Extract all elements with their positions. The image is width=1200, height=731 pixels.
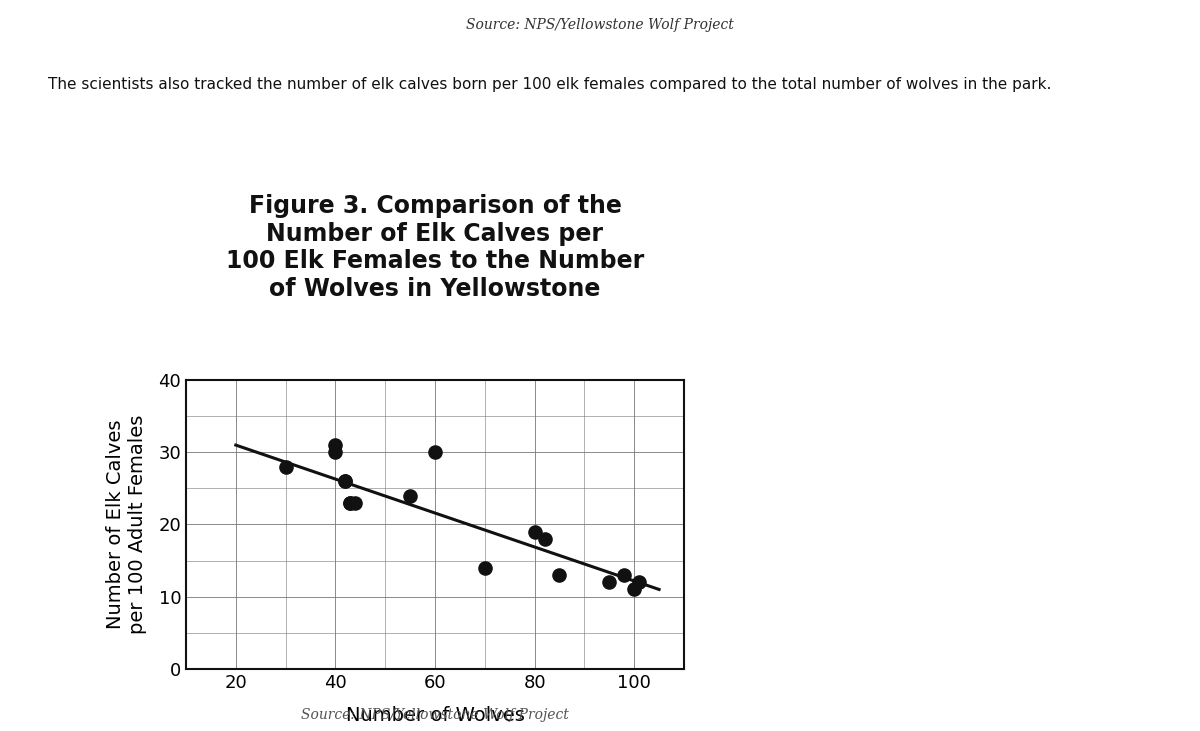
Text: The scientists also tracked the number of elk calves born per 100 elk females co: The scientists also tracked the number o… bbox=[48, 77, 1051, 92]
Y-axis label: Number of Elk Calves
per 100 Adult Females: Number of Elk Calves per 100 Adult Femal… bbox=[107, 414, 148, 635]
Point bbox=[341, 497, 360, 509]
Text: Figure 3. Comparison of the
Number of Elk Calves per
100 Elk Females to the Numb: Figure 3. Comparison of the Number of El… bbox=[226, 194, 644, 301]
Point bbox=[524, 526, 544, 537]
Point bbox=[630, 576, 649, 588]
Point bbox=[401, 490, 420, 501]
Point bbox=[326, 439, 346, 451]
Point bbox=[614, 569, 634, 581]
Point bbox=[475, 562, 494, 574]
Point bbox=[326, 447, 346, 458]
Point bbox=[600, 576, 619, 588]
Point bbox=[346, 497, 365, 509]
Point bbox=[336, 475, 355, 487]
Text: Source: NPS/Yellowstone Wolf Project: Source: NPS/Yellowstone Wolf Project bbox=[301, 708, 569, 722]
Point bbox=[535, 533, 554, 545]
X-axis label: Number of Wolves: Number of Wolves bbox=[346, 705, 524, 724]
Point bbox=[550, 569, 569, 581]
Text: Source: NPS/Yellowstone Wolf Project: Source: NPS/Yellowstone Wolf Project bbox=[466, 18, 734, 32]
Point bbox=[425, 447, 444, 458]
Point bbox=[336, 475, 355, 487]
Point bbox=[341, 497, 360, 509]
Point bbox=[624, 583, 643, 595]
Point bbox=[276, 461, 295, 472]
